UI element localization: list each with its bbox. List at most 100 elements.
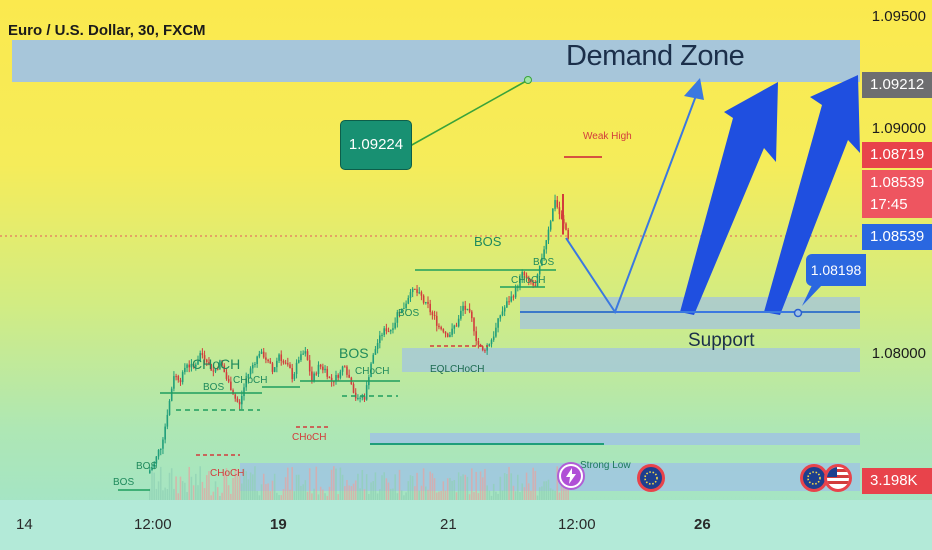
- candle-body: [442, 329, 445, 332]
- volume-bar: [354, 480, 357, 500]
- candle-body: [396, 312, 399, 323]
- candle-body: [251, 364, 254, 369]
- candle-body: [468, 308, 471, 312]
- volume-bar: [352, 483, 355, 500]
- volume-bar: [400, 490, 403, 500]
- volume-bar: [503, 473, 506, 500]
- volume-bar: [488, 490, 491, 500]
- candle-body: [400, 308, 403, 314]
- candle-body: [166, 414, 169, 427]
- volume-bar: [337, 494, 339, 500]
- candle-body: [409, 292, 412, 298]
- candle-body: [389, 329, 392, 332]
- volume-bar: [317, 494, 320, 500]
- candle-body: [243, 387, 245, 397]
- candle-body: [247, 374, 250, 379]
- candle-body: [254, 364, 256, 366]
- candle-body: [499, 315, 502, 319]
- choch-red-label-1: CHoCH: [292, 432, 327, 443]
- candle-body: [567, 229, 569, 239]
- candle-body: [532, 282, 534, 286]
- candle-body: [549, 221, 552, 230]
- demand-zone-box: [12, 40, 860, 82]
- candle-body: [506, 301, 508, 308]
- eu-stars: [644, 471, 658, 485]
- eu-stars-2: [807, 471, 821, 485]
- volume-bar: [287, 467, 289, 500]
- candle-body: [326, 368, 329, 377]
- candle-body: [177, 376, 180, 381]
- volume-bar: [433, 478, 436, 500]
- candle-body: [287, 363, 289, 365]
- volume-bar: [506, 474, 508, 500]
- volume-bar: [243, 468, 245, 500]
- candle-body: [534, 285, 537, 287]
- big-arrow-1: [680, 82, 778, 315]
- candle-body: [376, 343, 379, 350]
- candle-body: [208, 362, 210, 364]
- candle-body: [481, 346, 484, 351]
- eu-flag-icon[interactable]: [637, 464, 665, 492]
- eql-choch-label: EQLCHoCH: [430, 364, 485, 375]
- lightning-glyph: [561, 466, 581, 486]
- candle-body: [527, 278, 530, 281]
- volume-bar: [192, 485, 195, 500]
- candle-body: [245, 378, 247, 388]
- eu-flag-icon-2[interactable]: [800, 464, 828, 492]
- candle-body: [398, 312, 401, 314]
- candle-body: [560, 214, 563, 220]
- volume-bar: [284, 477, 287, 500]
- candle-body: [427, 301, 429, 304]
- candle-body: [297, 360, 300, 363]
- candle-body: [315, 373, 318, 375]
- volume-bar: [151, 469, 153, 500]
- volume-bar: [232, 477, 234, 500]
- volume-bar: [302, 484, 304, 500]
- volume-bar: [541, 486, 543, 500]
- us-flag-icon[interactable]: [824, 464, 852, 492]
- volume-bar: [208, 471, 210, 500]
- candle-body: [414, 288, 416, 290]
- candle-body: [558, 207, 561, 215]
- bottom-zone: [240, 463, 860, 491]
- candle-body: [508, 301, 510, 303]
- candle-body: [192, 363, 195, 367]
- candle-body: [276, 360, 278, 368]
- choch-label-1: CHoCH: [233, 375, 268, 386]
- volume-bar: [543, 481, 545, 500]
- volume-bar: [348, 485, 350, 500]
- lightning-icon[interactable]: [557, 462, 585, 490]
- volume-bar: [475, 471, 477, 500]
- candle-body: [168, 400, 171, 415]
- candle-body: [361, 396, 364, 398]
- volume-bar: [567, 486, 569, 500]
- volume-bar: [449, 477, 451, 500]
- volume-bar: [271, 480, 274, 500]
- volume-bar: [549, 488, 552, 500]
- candle-body: [319, 364, 322, 367]
- candle-body: [503, 307, 506, 312]
- volume-bar: [481, 477, 484, 500]
- volume-bar: [411, 476, 414, 500]
- volume-bar: [181, 481, 184, 500]
- volume-bar: [346, 480, 348, 500]
- candle-body: [273, 367, 276, 372]
- volume-bar: [365, 474, 368, 500]
- candle-body: [514, 287, 517, 298]
- support-callout-tail: [802, 285, 822, 306]
- candle-body: [422, 295, 425, 303]
- volume-bar: [525, 472, 528, 500]
- candle-body: [188, 364, 191, 368]
- volume-bar: [170, 468, 173, 500]
- candle-body: [383, 328, 385, 335]
- volume-bar: [435, 492, 438, 500]
- candle-body: [153, 463, 155, 468]
- target-connector: [409, 79, 529, 147]
- volume-bar: [319, 486, 322, 500]
- candle-body: [304, 351, 307, 354]
- candle-body: [512, 296, 515, 298]
- candle-body: [462, 305, 464, 311]
- volume-bar: [300, 485, 302, 500]
- candle-body: [536, 274, 539, 287]
- big-arrow-2: [764, 75, 860, 315]
